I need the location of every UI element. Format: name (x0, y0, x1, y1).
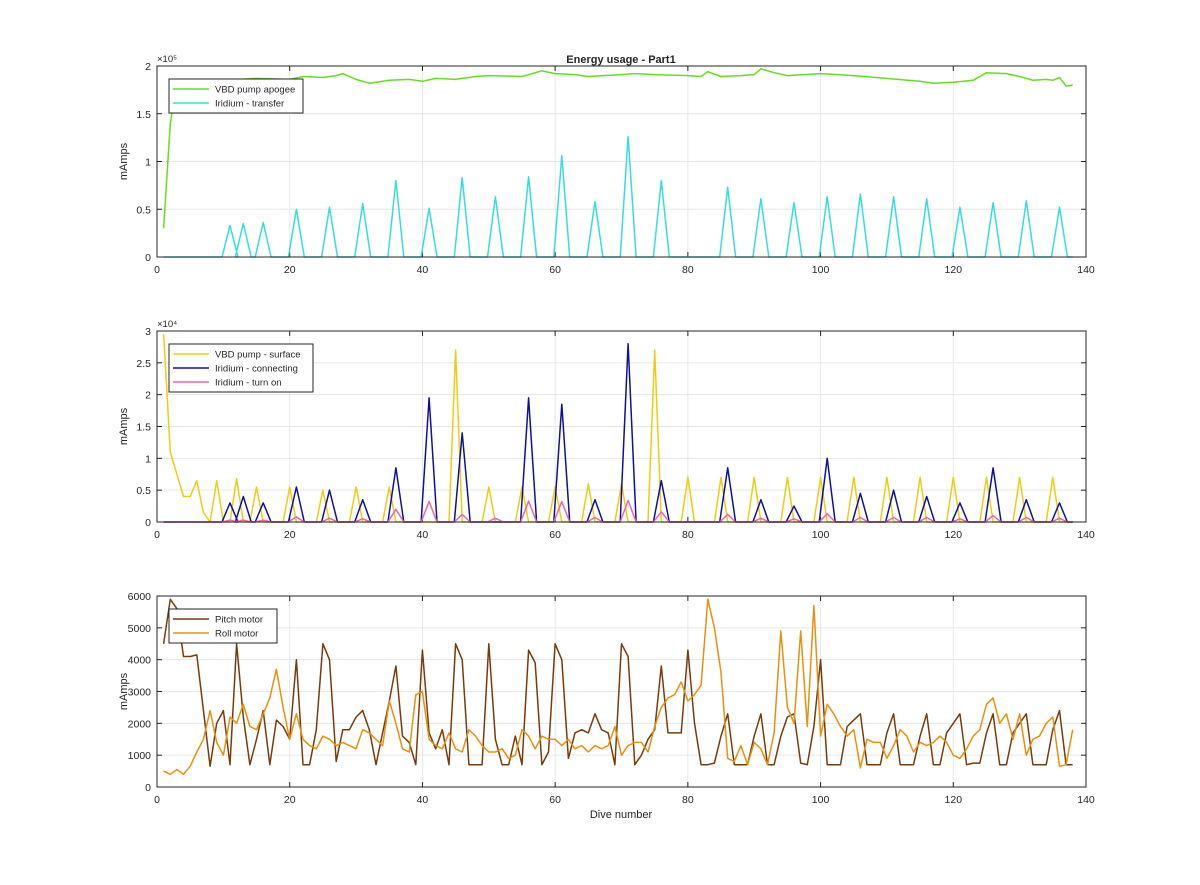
x-tick-label: 40 (417, 529, 429, 541)
y-axis-label: mAmps (118, 672, 130, 710)
x-tick-label: 0 (154, 264, 160, 276)
subplot-1: 0 20 40 60 80 100 120 140 0 0.5 1 1.5 2 ×10⁵ mAmps VBD … (118, 54, 1095, 276)
series-line-1 (162, 68, 1073, 229)
y-tick-label: 0 (145, 252, 151, 264)
legend-entry: Iridium - turn on (215, 378, 282, 389)
legend: VBD pump - surface Iridium - connecting Ir… (168, 343, 314, 393)
x-tick-label: 120 (945, 794, 963, 806)
x-tick-label: 100 (812, 529, 830, 541)
legend-box (168, 78, 304, 114)
x-tick-label: 20 (284, 264, 296, 276)
x-tick-label: 100 (812, 264, 830, 276)
series-group (162, 598, 1074, 776)
legend: Pitch motor Roll motor (168, 608, 278, 644)
x-tick-label: 100 (812, 794, 830, 806)
y-tick-label: 2 (145, 61, 151, 73)
y-tick-label: 2.5 (136, 358, 151, 370)
y-tick-label: 0 (145, 517, 151, 529)
x-tick-label: 140 (1077, 529, 1095, 541)
subplot-3: 0 20 40 60 80 100 120 140 0 1000 2000 3000 4000 5000 6… (118, 591, 1095, 806)
y-tick-label: 0.5 (136, 204, 151, 216)
y-tick-label: 3000 (128, 687, 152, 699)
x-tick-label: 120 (945, 529, 963, 541)
subplot-panels: 0 20 40 60 80 100 120 14000.511.52×10⁵mAmpsVBD … (118, 54, 1095, 806)
series-line-1 (162, 598, 1073, 768)
legend-entry: VBD pump apogee (215, 85, 295, 96)
legend-entry: VBD pump - surface (215, 350, 301, 361)
y-tick-label: 1 (145, 453, 151, 465)
legend-box (168, 608, 278, 644)
series-line-2 (163, 598, 1074, 776)
legend-entry: Iridium - connecting (215, 364, 298, 375)
legend-entry: Roll motor (215, 629, 258, 640)
y-tick-label: 0 (145, 782, 151, 794)
legend-entry: Iridium - transfer (215, 99, 284, 110)
x-tick-label: 20 (284, 529, 296, 541)
y-exponent-label: ×10⁴ (157, 319, 177, 330)
y-tick-label: 4000 (128, 655, 152, 667)
y-tick-label: 1.5 (136, 109, 151, 121)
x-tick-label: 60 (549, 794, 561, 806)
x-tick-label: 40 (417, 264, 429, 276)
axes-box (156, 330, 1087, 523)
y-tick-label: 6000 (128, 591, 152, 603)
y-tick-label: 5000 (128, 623, 152, 635)
x-tick-label: 40 (417, 794, 429, 806)
x-tick-label: 0 (154, 794, 160, 806)
y-tick-label: 1 (145, 157, 151, 169)
x-tick-label: 0 (154, 529, 160, 541)
y-tick-label: 1.5 (136, 422, 151, 434)
x-tick-label: 60 (549, 529, 561, 541)
legend: VBD pump apogee Iridium - transfer (168, 78, 304, 114)
x-tick-label: 80 (682, 794, 694, 806)
y-axis-label: mAmps (118, 407, 130, 445)
figure-title: Energy usage - Part1 (566, 54, 675, 66)
y-exponent-label: ×10⁵ (157, 54, 177, 65)
y-tick-label: 1000 (128, 750, 152, 762)
legend-entry: Pitch motor (215, 615, 263, 626)
axes-box (156, 595, 1087, 788)
axes-box (156, 65, 1087, 258)
x-tick-label: 20 (284, 794, 296, 806)
x-tick-label: 140 (1077, 794, 1095, 806)
y-tick-label: 2000 (128, 718, 152, 730)
x-tick-label: 140 (1077, 264, 1095, 276)
x-tick-label: 80 (682, 529, 694, 541)
x-tick-label: 80 (682, 264, 694, 276)
y-tick-label: 2 (145, 390, 151, 402)
subplot-2: 0 20 40 60 80 100 120 140 0 0.5 1 1.5 2 2.5 3 ×10⁴ mAmps… (118, 319, 1095, 541)
y-tick-label: 0.5 (136, 485, 151, 497)
x-tick-label: 60 (549, 264, 561, 276)
y-tick-label: 3 (145, 326, 151, 338)
x-tick-label: 120 (945, 264, 963, 276)
x-axis-label: Dive number (590, 809, 653, 821)
y-axis-label: mAmps (118, 142, 130, 180)
